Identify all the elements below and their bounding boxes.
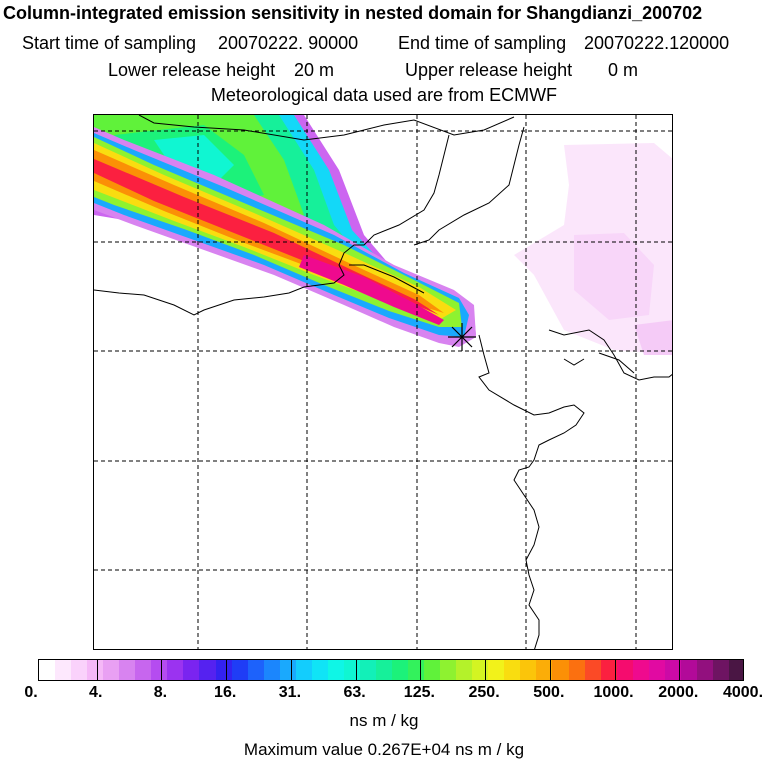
lower-height-value: 20 m (294, 60, 335, 80)
colorbar-swatch (183, 660, 201, 680)
colorbar-swatch (584, 660, 602, 680)
upper-height-label: Upper release height (405, 60, 573, 80)
colorbar-swatch (472, 660, 489, 680)
receptor-star-icon (448, 323, 476, 351)
colorbar (38, 659, 744, 681)
colorbar-swatch (568, 660, 586, 680)
colorbar-divider (355, 660, 357, 680)
colorbar-swatch (696, 660, 714, 680)
colorbar-swatch (279, 660, 297, 680)
colorbar-swatch (648, 660, 666, 680)
colorbar-swatch (424, 660, 441, 680)
coastlines (94, 115, 672, 649)
colorbar-swatch (295, 660, 313, 680)
colorbar-tick-label: 4000. (722, 684, 764, 701)
colorbar-swatch (375, 660, 393, 680)
colorbar-swatch (103, 660, 120, 680)
end-time-label: End time of sampling (398, 33, 567, 53)
colorbar-swatch (616, 660, 634, 680)
colorbar-tick-label: 500. (533, 684, 565, 701)
colorbar-divider (679, 660, 681, 680)
colorbar-swatch (231, 660, 249, 680)
upper-height-value: 0 m (608, 60, 639, 80)
plume-main (94, 127, 476, 347)
colorbar-swatch (215, 660, 233, 680)
colorbar-unit: ns m / kg (349, 711, 419, 730)
colorbar-divider (161, 660, 163, 680)
maximum-value: Maximum value 0.267E+04 ns m / kg (243, 740, 525, 759)
met-data-source: Meteorological data used are from ECMWF (210, 85, 558, 105)
colorbar-swatch (504, 660, 521, 680)
map-svg (94, 115, 672, 649)
graticule (94, 115, 672, 649)
colorbar-divider (290, 660, 292, 680)
colorbar-swatch (247, 660, 265, 680)
colorbar-divider (614, 660, 616, 680)
colorbar-swatch (87, 660, 104, 680)
colorbar-swatch (343, 660, 361, 680)
colorbar-divider (485, 660, 487, 680)
colorbar-swatch (440, 660, 457, 680)
colorbar-swatch (119, 660, 136, 680)
colorbar-swatch (600, 660, 618, 680)
colorbar-tick-label: 250. (468, 684, 500, 701)
colorbar-swatch (408, 660, 425, 680)
colorbar-tick-label: 2000. (658, 684, 699, 701)
colorbar-swatch (488, 660, 505, 680)
colorbar-swatch (71, 660, 88, 680)
colorbar-swatch (263, 660, 281, 680)
start-time-value: 20070222. 90000 (218, 33, 359, 53)
colorbar-tick-label: 8. (153, 684, 168, 701)
colorbar-swatch (536, 660, 554, 680)
colorbar-swatch (39, 660, 56, 680)
colorbar-swatch (199, 660, 217, 680)
plot-title: Column-integrated emission sensitivity i… (3, 3, 703, 23)
colorbar-tick-label: 4. (89, 684, 103, 701)
colorbar-tick-label: 125. (403, 684, 435, 701)
faint-plume-east (514, 143, 672, 355)
sensitivity-map (93, 114, 673, 650)
colorbar-divider (96, 660, 98, 680)
colorbar-divider (420, 660, 422, 680)
colorbar-swatch (167, 660, 184, 680)
colorbar-swatch (135, 660, 152, 680)
colorbar-divider (226, 660, 228, 680)
colorbar-swatch (55, 660, 72, 680)
colorbar-swatch (327, 660, 345, 680)
colorbar-tick-label: 63. (343, 684, 366, 701)
colorbar-swatch (712, 660, 730, 680)
colorbar-tick-label: 16. (214, 684, 237, 701)
colorbar-swatch (151, 660, 168, 680)
colorbar-swatch (392, 660, 409, 680)
colorbar-tick-label: 31. (278, 684, 302, 701)
colorbar-swatch (311, 660, 329, 680)
colorbar-swatch (359, 660, 377, 680)
colorbar-swatch (456, 660, 473, 680)
colorbar-swatch (632, 660, 650, 680)
start-time-label: Start time of sampling (22, 33, 197, 53)
colorbar-tick-label: 1000. (593, 684, 634, 701)
colorbar-swatch (552, 660, 570, 680)
colorbar-swatch (520, 660, 537, 680)
colorbar-swatch (680, 660, 698, 680)
colorbar-swatch (728, 660, 743, 680)
lower-height-label: Lower release height (108, 60, 276, 80)
colorbar-swatch (664, 660, 682, 680)
colorbar-tick-label: 0. (24, 684, 38, 701)
colorbar-divider (549, 660, 551, 680)
end-time-value: 20070222.120000 (584, 33, 730, 53)
